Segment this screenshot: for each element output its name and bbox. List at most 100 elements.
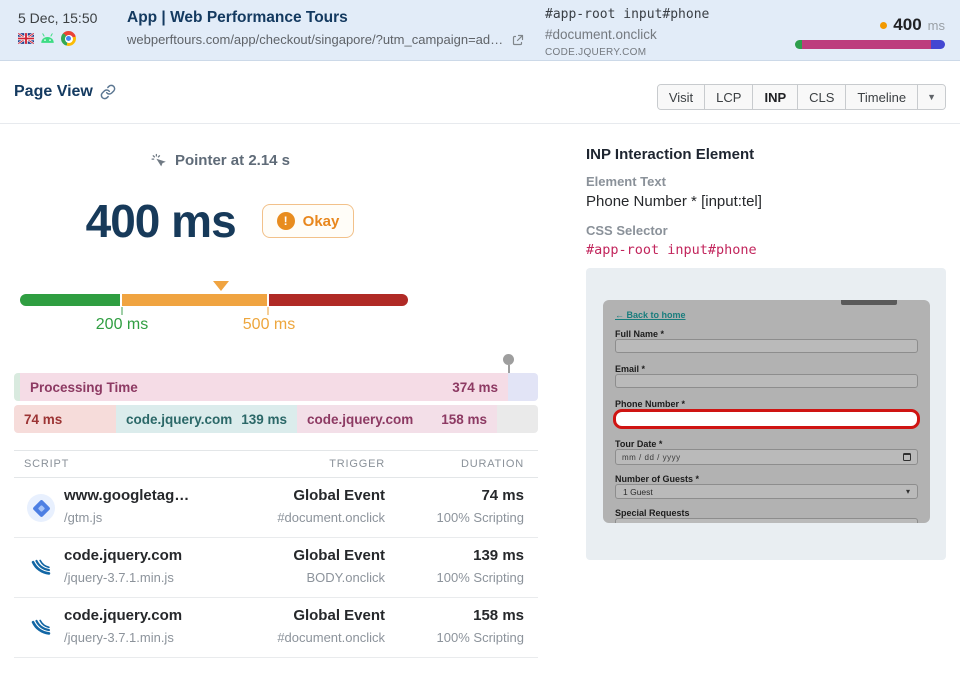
tabs-dropdown-button[interactable]: ▼ <box>917 85 945 109</box>
col-header-script: SCRIPT <box>24 458 70 470</box>
duration-value: 74 ms <box>481 487 524 504</box>
jquery-icon <box>27 554 55 582</box>
gauge-poor-segment <box>269 294 408 306</box>
tab-inp[interactable]: INP <box>752 85 798 109</box>
attribution-segment-2: code.jquery.com 139 ms <box>116 405 297 433</box>
tab-visit[interactable]: Visit <box>657 85 705 109</box>
interaction-timeline-bar <box>795 40 945 49</box>
pointer-icon <box>151 153 166 167</box>
presentation-delay-segment <box>508 373 538 401</box>
script-path: /gtm.js <box>64 510 103 525</box>
tab-timeline[interactable]: Timeline <box>845 85 918 109</box>
page-view-label: Page View <box>14 83 93 100</box>
guests-select: 1 Guest ▾ <box>615 484 918 499</box>
link-icon[interactable] <box>100 84 116 100</box>
view-tabs: Visit LCP INP CLS Timeline ▼ <box>656 84 946 110</box>
gauge-marker-icon <box>213 281 229 291</box>
chrome-icon <box>61 31 76 46</box>
attribution-3-duration: 158 ms <box>441 411 487 427</box>
inp-element-panel-title: INP Interaction Element <box>586 146 755 163</box>
view-toolbar: Page View Visit LCP INP CLS Timeline ▼ <box>0 61 960 124</box>
inp-value: 400 ms <box>85 195 237 247</box>
timeline-presentation-segment <box>931 40 945 49</box>
email-label: Email * <box>615 364 646 374</box>
phone-input-highlighted <box>613 409 920 429</box>
tab-lcp[interactable]: LCP <box>704 85 753 109</box>
device-icons <box>18 31 76 46</box>
clipped-heading-fragment <box>841 300 897 305</box>
metric-unit: ms <box>927 17 945 33</box>
interaction-event: #document.onclick <box>545 27 657 42</box>
script-table: SCRIPT TRIGGER DURATION www.googletag… /… <box>14 450 538 658</box>
input-delay-segment <box>14 373 20 401</box>
phone-label: Phone Number * <box>615 399 686 409</box>
attribution-1-duration: 74 ms <box>24 411 63 427</box>
status-dot <box>880 21 888 29</box>
gauge-tick-200 <box>121 307 123 315</box>
attribution-3-origin: code.jquery.com <box>307 411 414 427</box>
col-header-trigger: TRIGGER <box>329 458 385 470</box>
script-name: code.jquery.com <box>64 547 183 564</box>
trigger-detail: #document.onclick <box>277 630 385 645</box>
guests-value: 1 Guest <box>623 486 653 497</box>
chevron-down-icon: ▾ <box>905 487 910 496</box>
attribution-2-duration: 139 ms <box>241 411 287 427</box>
gauge-tick-500 <box>267 307 269 315</box>
page-view-heading: Page View <box>14 83 116 101</box>
tour-date-input: mm / dd / yyyy <box>615 449 918 465</box>
warning-icon: ! <box>276 212 295 230</box>
css-selector-value: #app-root input#phone <box>586 242 757 258</box>
back-to-home-link: ← Back to home <box>615 310 686 320</box>
trigger-detail: BODY.onclick <box>306 570 385 585</box>
full-name-input <box>615 339 918 353</box>
trigger-type: Global Event <box>293 607 385 624</box>
calendar-icon <box>903 453 911 461</box>
script-path: /jquery-3.7.1.min.js <box>64 570 174 585</box>
inp-value-row: 400 ms ! Okay <box>14 194 426 248</box>
gtm-icon <box>27 494 55 522</box>
trigger-type: Global Event <box>293 487 385 504</box>
trigger-type: Global Event <box>293 547 385 564</box>
timeline-pin-icon <box>503 354 514 373</box>
interaction-origin: CODE.JQUERY.COM <box>545 47 647 58</box>
script-attribution-bar: 74 ms code.jquery.com 139 ms code.jquery… <box>14 405 538 433</box>
guests-label: Number of Guests * <box>615 474 700 484</box>
script-name: code.jquery.com <box>64 607 183 624</box>
gauge-needs-improvement-segment <box>122 294 267 306</box>
special-requests-label: Special Requests <box>615 508 690 518</box>
threshold-label-500: 500 ms <box>242 316 296 333</box>
page-url: webperftours.com/app/checkout/singapore/… <box>127 32 507 47</box>
attribution-segment-1: 74 ms <box>14 405 116 433</box>
table-row[interactable]: www.googletag… /gtm.js Global Event #doc… <box>14 478 538 538</box>
interaction-type-row: Pointer at 2.14 s <box>14 152 426 169</box>
tour-date-label: Tour Date * <box>615 439 663 449</box>
script-name: www.googletag… <box>64 487 190 504</box>
rating-label: Okay <box>302 212 340 230</box>
test-timestamp: 5 Dec, 15:50 <box>18 10 98 26</box>
jquery-icon <box>27 614 55 642</box>
tab-cls[interactable]: CLS <box>797 85 846 109</box>
element-text-value: Phone Number * [input:tel] <box>586 193 762 210</box>
trigger-detail: #document.onclick <box>277 510 385 525</box>
duration-value: 158 ms <box>473 607 524 624</box>
interaction-selector: #app-root input#phone <box>545 7 710 22</box>
element-text-label: Element Text <box>586 174 666 189</box>
date-placeholder: mm / dd / yyyy <box>622 452 681 462</box>
table-row[interactable]: code.jquery.com /jquery-3.7.1.min.js Glo… <box>14 538 538 598</box>
processing-time-bar: Processing Time 374 ms <box>14 373 538 401</box>
full-name-label: Full Name * <box>615 329 665 339</box>
table-row[interactable]: code.jquery.com /jquery-3.7.1.min.js Glo… <box>14 598 538 658</box>
processing-label: Processing Time <box>30 379 138 395</box>
email-input <box>615 374 918 388</box>
processing-value: 374 ms <box>452 379 498 395</box>
duration-detail: 100% Scripting <box>436 630 524 645</box>
inp-metric-summary: 400 ms <box>880 15 945 35</box>
css-selector-label: CSS Selector <box>586 223 668 238</box>
timeline-input-delay-segment <box>795 40 802 49</box>
gauge-good-segment <box>20 294 120 306</box>
duration-value: 139 ms <box>473 547 524 564</box>
external-link-icon[interactable] <box>512 34 524 46</box>
inp-threshold-gauge <box>20 294 408 306</box>
processing-segment: Processing Time 374 ms <box>20 373 508 401</box>
rating-badge: ! Okay <box>261 204 355 238</box>
